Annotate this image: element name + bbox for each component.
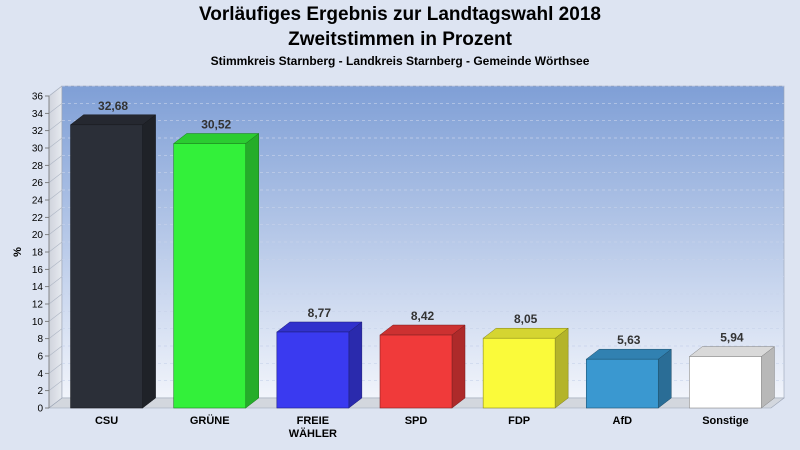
grid-line-side xyxy=(48,137,63,149)
bar-side xyxy=(658,348,672,409)
y-tick-label: 30 xyxy=(32,144,44,155)
bar-freie-wähler: 8,77 xyxy=(276,306,363,409)
y-tick-label: 24 xyxy=(32,196,44,207)
grid-line-side xyxy=(48,380,63,391)
x-tick-label: GRÜNE xyxy=(190,414,230,427)
bar-top xyxy=(172,133,260,144)
x-tick-label: AfD xyxy=(613,415,633,427)
bar-top xyxy=(585,348,673,360)
data-label: 5,94 xyxy=(720,331,744,345)
y-tick-label: 28 xyxy=(32,161,44,172)
y-tick-label: 10 xyxy=(32,317,44,328)
grid-line-side xyxy=(48,241,63,253)
bar-front xyxy=(276,331,350,409)
bar-side xyxy=(554,327,569,409)
bar-afd: 5,63 xyxy=(585,333,673,409)
y-tick-label: 2 xyxy=(37,386,43,397)
y-tick-label: 22 xyxy=(32,213,44,224)
x-tick-label: FDP xyxy=(508,415,530,427)
grid-line-side xyxy=(48,293,63,305)
bar-side xyxy=(348,321,363,409)
data-label: 8,05 xyxy=(514,312,538,326)
y-tick-label: 6 xyxy=(37,352,43,363)
bar-fdp: 8,05 xyxy=(482,312,569,409)
grid-line-side xyxy=(48,120,63,131)
grid-line-side xyxy=(48,155,63,166)
bar-front xyxy=(689,356,762,409)
y-tick-label: 20 xyxy=(32,230,44,241)
y-tick-label: 0 xyxy=(37,404,43,415)
grid-line-side xyxy=(48,224,63,235)
bar-side xyxy=(245,132,259,409)
bar-grüne: 30,52 xyxy=(172,117,260,409)
grid-line-side xyxy=(48,311,63,322)
grid-line-side xyxy=(48,85,63,97)
bars: 32,68 30,52 8,77 8,42 8,05 5,63 5,94 xyxy=(69,99,776,409)
bar-top xyxy=(688,346,776,357)
data-label: 30,52 xyxy=(201,117,231,131)
y-tick-label: 34 xyxy=(32,109,44,120)
grid-line-side xyxy=(48,328,63,339)
grid-line-side xyxy=(48,189,63,201)
grid-line-side xyxy=(48,345,63,357)
y-tick-label: 18 xyxy=(32,248,44,259)
bar-top xyxy=(276,321,363,333)
y-tick-label: 4 xyxy=(37,369,43,380)
x-tick-label: CSU xyxy=(95,415,118,427)
grid-line-side xyxy=(48,276,63,287)
bar-sonstige: 5,94 xyxy=(688,331,776,409)
grid-line-side xyxy=(48,363,63,374)
bar-side xyxy=(761,346,775,409)
x-tick-label: Sonstige xyxy=(702,415,748,427)
y-tick-label: 16 xyxy=(32,265,44,276)
bar-top xyxy=(379,324,466,336)
grid-line-side xyxy=(48,259,63,270)
bar-top xyxy=(482,327,569,339)
bar-front xyxy=(585,358,659,409)
data-label: 8,42 xyxy=(411,309,435,323)
bar-front xyxy=(482,337,556,409)
y-tick-label: 32 xyxy=(32,126,44,137)
bar-side xyxy=(142,114,156,409)
x-tick-label: FREIE xyxy=(297,415,329,427)
y-tick-label: 8 xyxy=(37,334,43,345)
grid-line-side xyxy=(48,207,63,218)
x-tick-label: SPD xyxy=(405,415,428,427)
chart-title-line2: Zweitstimmen in Prozent xyxy=(288,29,512,50)
bar-front xyxy=(173,143,247,409)
y-tick-label: 26 xyxy=(32,178,44,189)
y-tick-label: 12 xyxy=(32,300,44,311)
bar-side xyxy=(451,324,466,409)
y-tick-label: 36 xyxy=(32,92,44,103)
bar-csu: 32,68 xyxy=(69,99,157,409)
data-label: 32,68 xyxy=(98,99,128,113)
bar-front xyxy=(70,124,143,409)
bar-front xyxy=(379,334,453,409)
y-axis-label: % xyxy=(12,247,24,257)
y-tick-label: 14 xyxy=(32,282,44,293)
chart-title: Vorläufiges Ergebnis zur Landtagswahl 20… xyxy=(199,4,601,25)
grid-line-side xyxy=(48,103,63,114)
bar-top xyxy=(69,114,157,126)
data-label: 5,63 xyxy=(617,333,641,347)
grid-line-side xyxy=(48,172,63,183)
data-label: 8,77 xyxy=(308,306,332,320)
bar-spd: 8,42 xyxy=(379,309,466,409)
x-tick-label: WÄHLER xyxy=(289,427,337,440)
chart-subtitle: Stimmkreis Starnberg - Landkreis Starnbe… xyxy=(210,54,590,68)
